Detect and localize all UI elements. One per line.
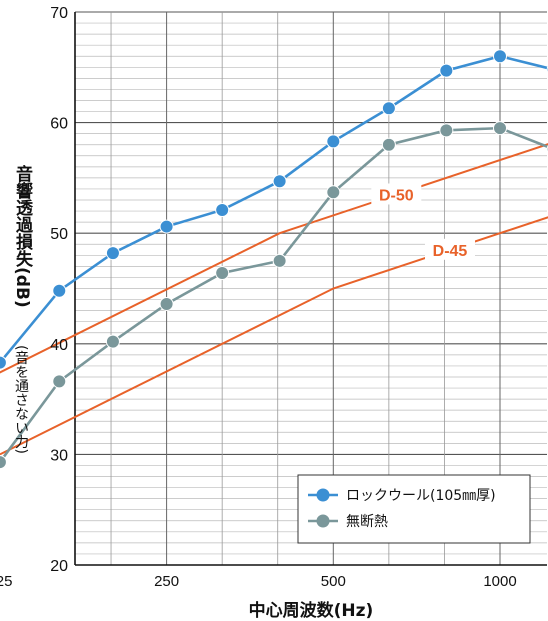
reference-label-bg xyxy=(371,183,422,205)
y-axis-label-note: (音を通さない力) xyxy=(13,345,29,454)
data-point xyxy=(52,374,67,389)
reference-label: D-45 xyxy=(433,243,468,260)
series-line xyxy=(0,54,548,365)
data-point xyxy=(493,121,507,136)
data-point xyxy=(272,253,287,268)
reference-label: D-50 xyxy=(379,187,414,204)
x-tick-label: 1000 xyxy=(483,573,516,590)
reference-curve-d-50 xyxy=(0,143,548,374)
data-point xyxy=(493,49,507,64)
data-point xyxy=(215,266,230,281)
data-point xyxy=(0,455,7,470)
data-point xyxy=(159,219,174,234)
y-axis-label: 音響透過損失(dB) xyxy=(12,165,32,308)
data-point xyxy=(105,246,120,261)
reference-label-bg xyxy=(424,238,475,260)
data-point xyxy=(381,101,396,116)
data-point xyxy=(159,296,174,311)
data-point xyxy=(215,202,230,217)
data-point xyxy=(439,63,454,78)
y-tick-label: 60 xyxy=(50,116,68,133)
data-point xyxy=(326,185,341,200)
y-tick-label: 20 xyxy=(50,558,68,575)
x-axis-label: 中心周波数(Hz) xyxy=(248,601,374,621)
legend-label: 無断熱 xyxy=(346,514,388,530)
x-tick-label: 125 xyxy=(0,573,12,590)
data-point xyxy=(0,355,7,370)
data-point xyxy=(326,134,341,149)
legend-swatch-marker xyxy=(316,488,330,502)
series-line xyxy=(0,126,548,464)
series-lines xyxy=(0,49,548,470)
reference-curve-d-45 xyxy=(0,216,548,456)
data-point xyxy=(439,123,454,138)
x-tick-label: 250 xyxy=(154,573,179,590)
legend-box xyxy=(297,474,531,544)
data-point xyxy=(272,174,287,189)
legend: ロックウール(105㎜厚) 無断熱 xyxy=(297,474,531,544)
grid xyxy=(74,11,547,566)
x-tick-label: 500 xyxy=(321,573,346,590)
reference-curves: D-50 D-45 xyxy=(0,143,548,456)
y-tick-label: 40 xyxy=(50,337,68,354)
data-point xyxy=(381,137,396,152)
tick-labels: 203040506070125250500100020004000 xyxy=(0,5,517,590)
legend-label: ロックウール(105㎜厚) xyxy=(346,488,496,504)
legend-swatch-marker xyxy=(316,514,330,528)
data-point xyxy=(52,283,67,298)
y-tick-label: 30 xyxy=(50,447,68,464)
y-tick-label: 50 xyxy=(50,226,68,243)
data-point xyxy=(105,334,120,349)
y-tick-label: 70 xyxy=(50,5,68,22)
